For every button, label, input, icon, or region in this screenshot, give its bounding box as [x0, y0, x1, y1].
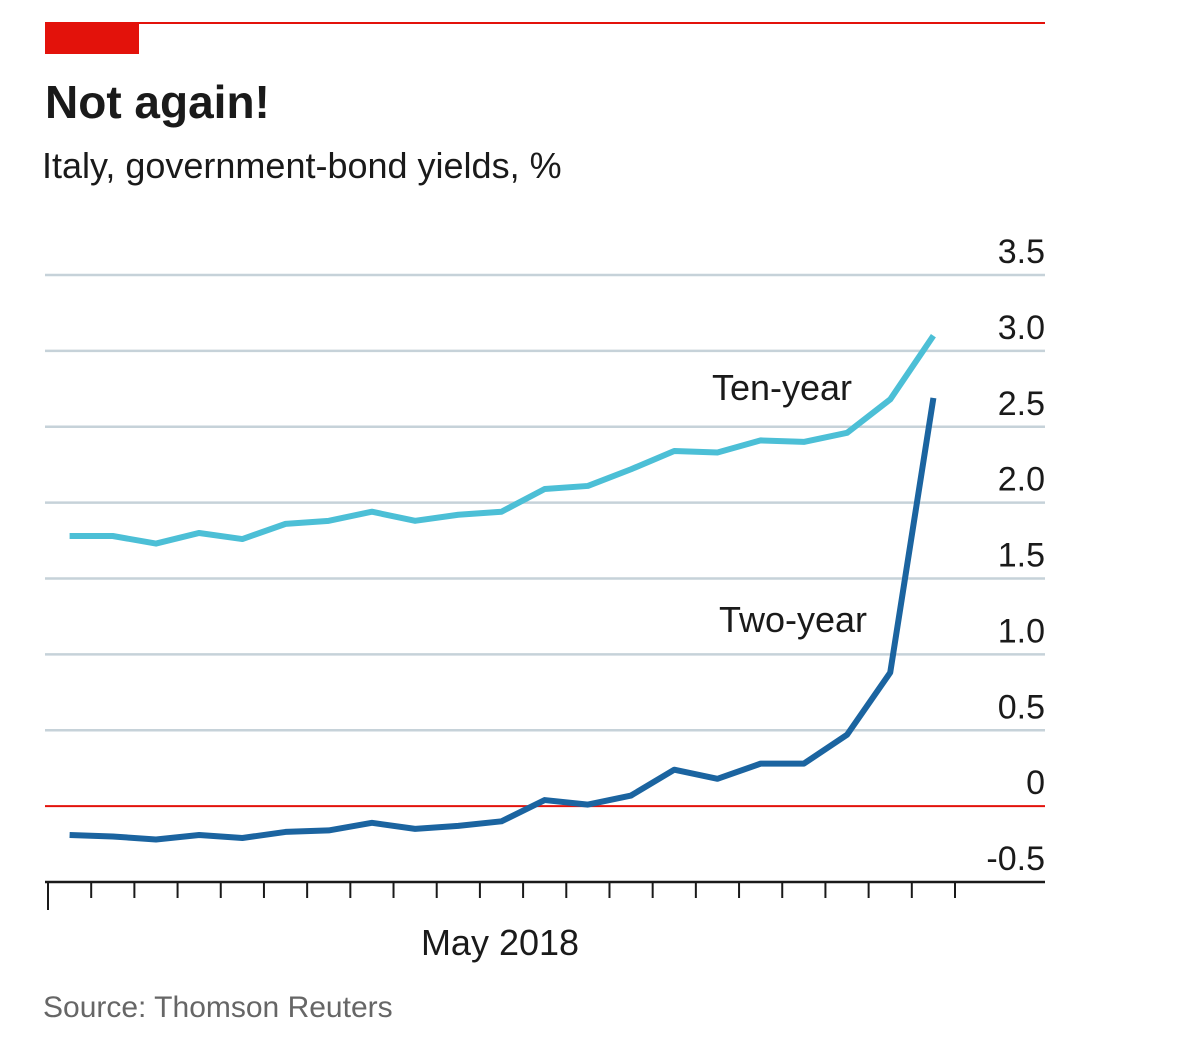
source: Source: Thomson Reuters — [43, 991, 393, 1024]
y-tick-label: 2.5 — [998, 385, 1045, 423]
y-tick-label: 1.0 — [998, 612, 1045, 650]
y-tick-label: 3.5 — [998, 233, 1045, 271]
chart-title: Not again! — [45, 76, 270, 128]
y-tick-label: 3.0 — [998, 309, 1045, 347]
y-tick-label: 0 — [1026, 764, 1045, 802]
chart-subtitle: Italy, government-bond yields, % — [42, 145, 562, 186]
y-tick-label: 1.5 — [998, 537, 1045, 575]
series-label: Ten-year — [712, 367, 852, 408]
y-tick-label: 2.0 — [998, 461, 1045, 499]
series-line — [69, 397, 937, 843]
header-block — [45, 22, 139, 54]
y-tick-label: 0.5 — [998, 688, 1045, 726]
x-axis-label: May 2018 — [421, 922, 579, 963]
series-line — [69, 334, 936, 547]
series-label: Two-year — [719, 599, 867, 640]
y-tick-label: -0.5 — [986, 840, 1045, 878]
